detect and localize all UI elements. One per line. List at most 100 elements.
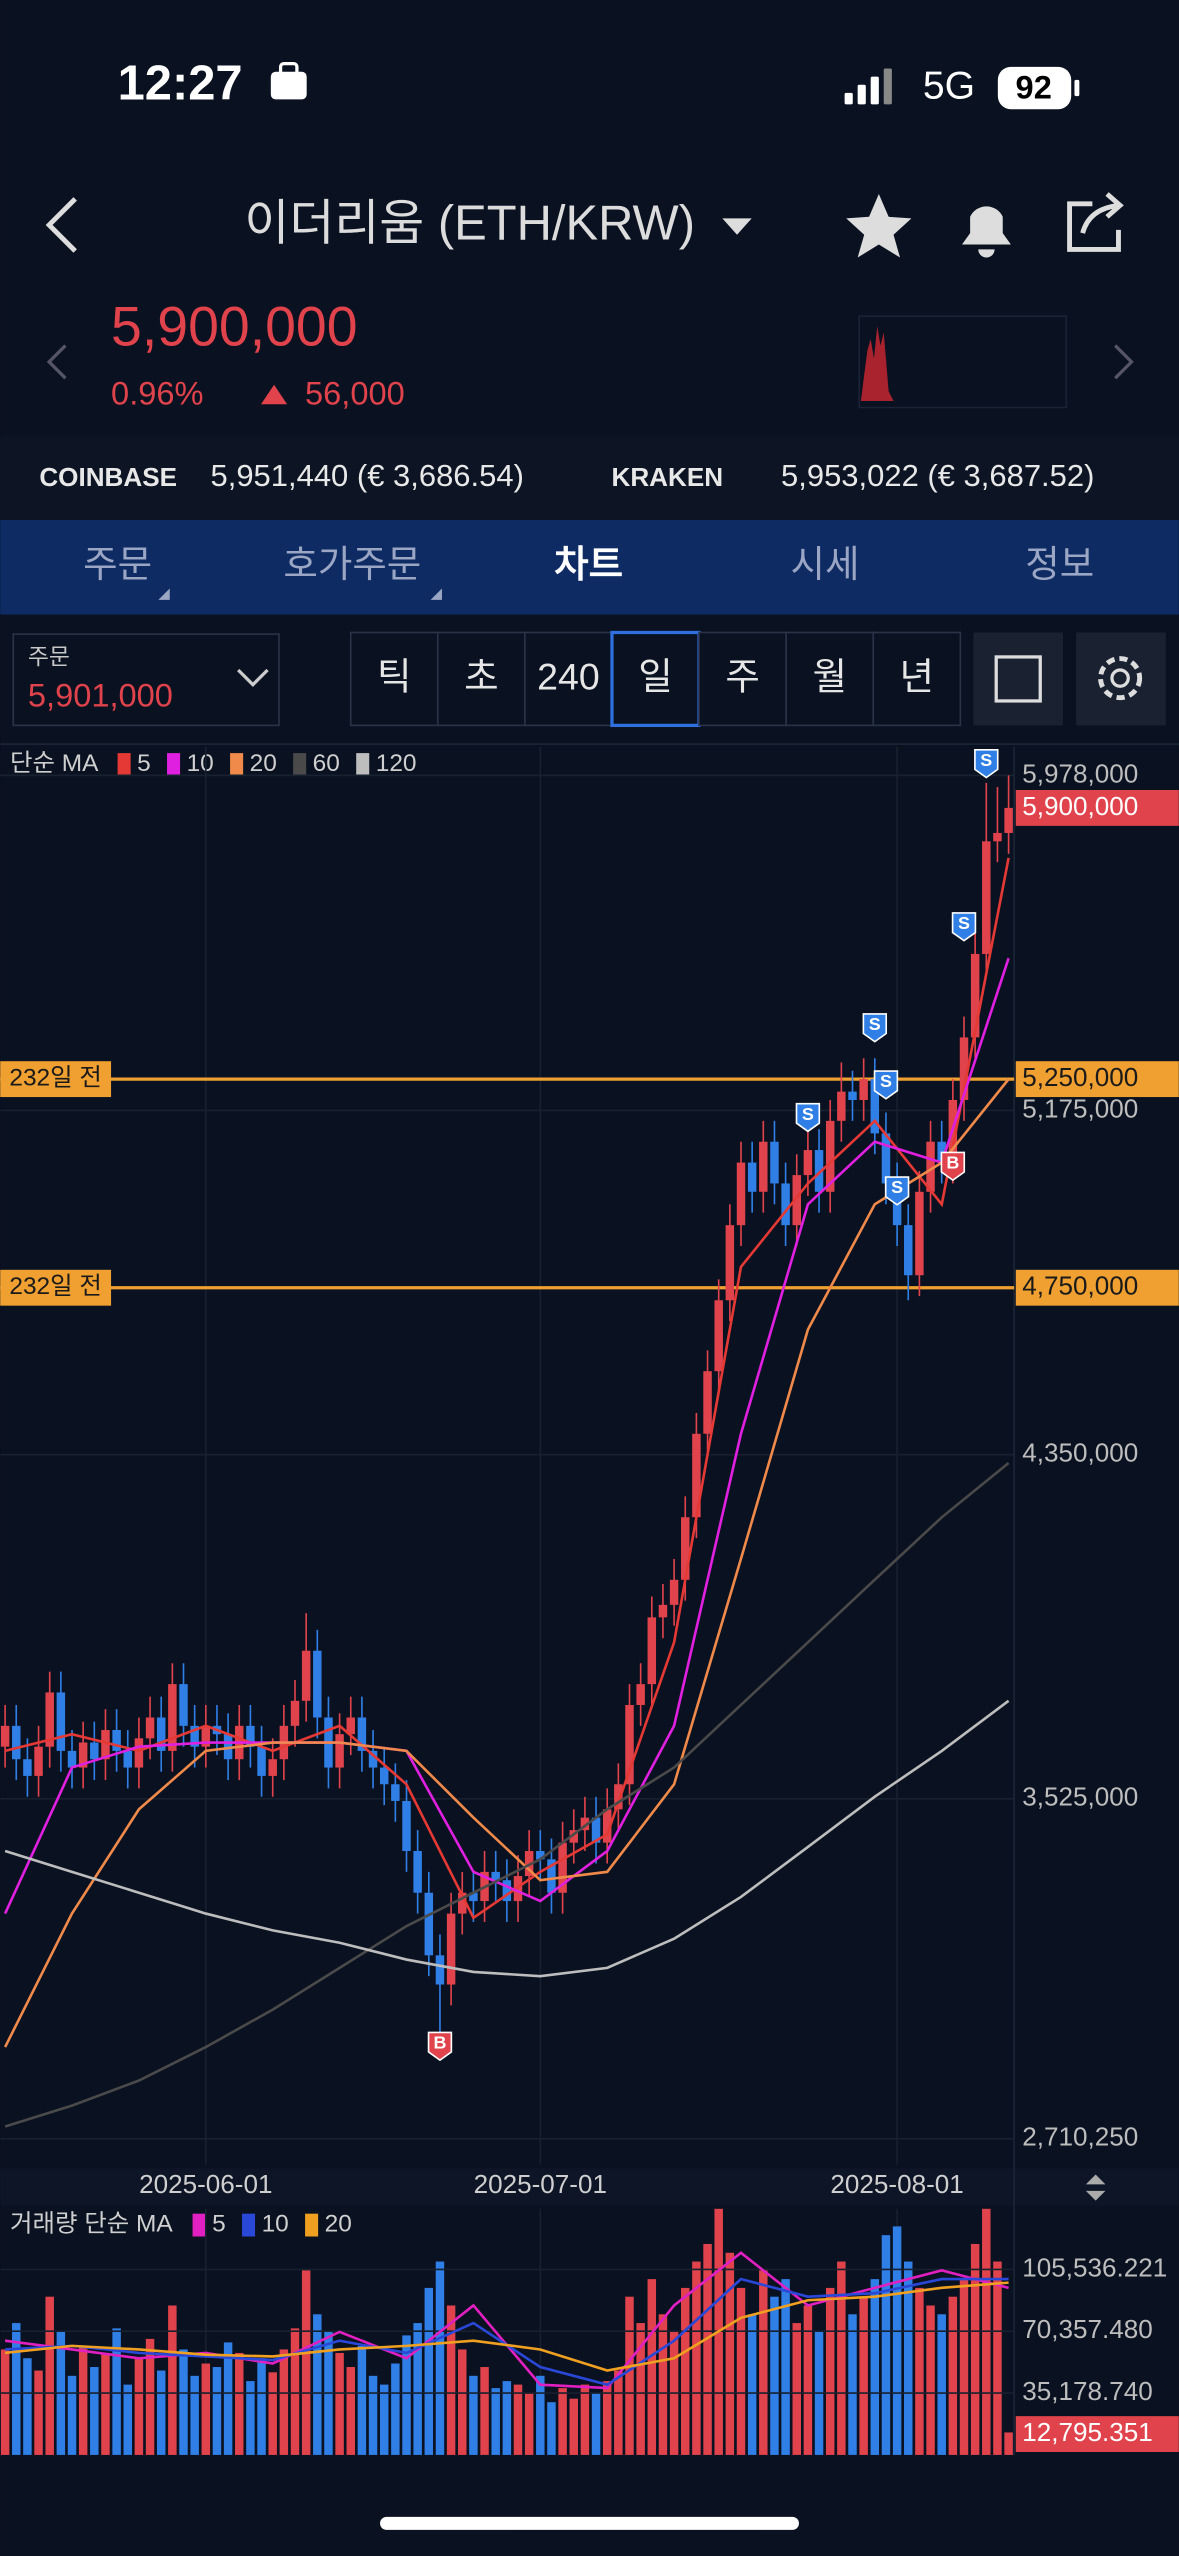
settings-button[interactable] (1076, 632, 1166, 726)
alarm-icon[interactable] (961, 206, 1011, 258)
order-box[interactable] (12, 633, 280, 727)
interval-label[interactable]: 초 (464, 656, 498, 698)
title[interactable]: 이더리움 (ETH/KRW) (244, 197, 695, 251)
candle-body (435, 1955, 445, 1985)
tab-corner (158, 588, 170, 600)
exchange-name: KRAKEN (612, 462, 724, 492)
volume-bar (458, 2349, 467, 2455)
volume-bar (402, 2335, 411, 2455)
volume-bar (904, 2261, 913, 2455)
legend-swatch (242, 2213, 256, 2237)
share-icon[interactable] (1067, 192, 1124, 252)
interval-button[interactable] (436, 631, 526, 727)
signal-marker (873, 1070, 899, 1100)
volume-bar (536, 2375, 545, 2455)
tab[interactable]: 주문 (83, 543, 152, 585)
candle-body (223, 1734, 233, 1760)
candle-body (625, 1704, 634, 1785)
volume-bar (513, 2384, 523, 2455)
volume-bar (591, 2393, 601, 2455)
sparkline (860, 326, 894, 402)
interval-label[interactable]: 일 (638, 656, 672, 698)
candle-body (34, 1746, 43, 1776)
volume-bar (212, 2367, 222, 2455)
order-dropdown[interactable] (237, 668, 269, 687)
tab-active[interactable]: 차트 (554, 543, 623, 585)
candle-body (747, 1162, 757, 1192)
interval-button[interactable] (872, 631, 962, 727)
legend-label: 20 (250, 750, 277, 777)
price: 5,900,000 (111, 296, 357, 358)
signal-label: S (891, 1177, 903, 1197)
scale-toggle[interactable] (1085, 2174, 1106, 2201)
candle-body (391, 1784, 400, 1801)
candle-body (469, 1892, 478, 1902)
candle-body (803, 1150, 813, 1176)
tab[interactable]: 시세 (791, 543, 860, 585)
battery-level: 92 (1016, 68, 1052, 105)
volume-bar (837, 2261, 846, 2455)
signal-icon (844, 68, 892, 105)
tab[interactable]: 정보 (1025, 543, 1094, 585)
candle-body (770, 1141, 779, 1184)
legend-label: 20 (325, 2211, 352, 2238)
tab[interactable]: 호가주문 (283, 543, 421, 585)
candle-body (647, 1617, 657, 1685)
draw-button[interactable] (973, 632, 1064, 726)
ma-line (4, 2281, 1009, 2372)
volume-bar (145, 2338, 155, 2455)
interval-label[interactable]: 주 (725, 656, 760, 698)
battery (997, 66, 1072, 110)
volume-bar (681, 2287, 690, 2455)
y-tick-label: 2,710,250 (1022, 2122, 1138, 2152)
volume-bar (235, 2352, 244, 2455)
volume-bar (446, 2305, 456, 2455)
volume-bar (301, 2270, 311, 2455)
volume-bar (602, 2381, 612, 2455)
volume-bar (290, 2328, 300, 2455)
next-arrow[interactable] (1114, 344, 1134, 380)
volume-bar (948, 2296, 958, 2455)
title-caret[interactable] (722, 218, 752, 235)
prev-arrow[interactable] (46, 344, 67, 380)
candle-body (23, 1759, 32, 1776)
interval-label[interactable]: 년 (900, 656, 935, 698)
last-price-label: 5,900,000 (1022, 791, 1138, 821)
candle-body (959, 1037, 969, 1100)
settings-icon (1098, 656, 1143, 701)
legend-swatch (230, 753, 244, 776)
interval-button[interactable] (785, 631, 875, 727)
volume-bar (268, 2372, 277, 2455)
volume-bar (78, 2345, 88, 2455)
interval-button[interactable] (698, 631, 787, 727)
signal-label: S (880, 1071, 892, 1091)
candle-body (703, 1371, 712, 1434)
volume-bar (569, 2398, 578, 2455)
volume-bar (0, 2349, 10, 2455)
interval-label[interactable]: 월 (812, 656, 847, 698)
volume-bar (881, 2235, 891, 2455)
ma-legend-title: 단순 MA (10, 749, 99, 777)
interval-button[interactable] (349, 631, 439, 727)
volume-bar (580, 2384, 590, 2455)
exchange-price: 5,951,440 (€ 3,686.54) (211, 458, 524, 493)
back-button[interactable] (45, 197, 77, 253)
signal-marker (427, 2031, 453, 2062)
volume-bar (357, 2345, 367, 2455)
volume-bar (636, 2323, 645, 2455)
candle-body (1004, 807, 1013, 833)
candle-body (970, 953, 980, 1038)
candle-body (725, 1225, 735, 1301)
candle-body (290, 1700, 300, 1726)
interval-button[interactable] (524, 631, 613, 727)
volume-bar (201, 2363, 211, 2455)
favorite-icon[interactable] (846, 193, 912, 258)
interval-group: 틱 초 240 일 주 월 년 (349, 630, 962, 728)
volume-bar (1004, 2432, 1013, 2455)
interval-label[interactable]: 240 (537, 656, 600, 698)
volume-bar (870, 2279, 880, 2455)
interval-label[interactable]: 틱 (377, 656, 412, 698)
candle-body (413, 1851, 422, 1893)
candle-body (301, 1650, 311, 1701)
